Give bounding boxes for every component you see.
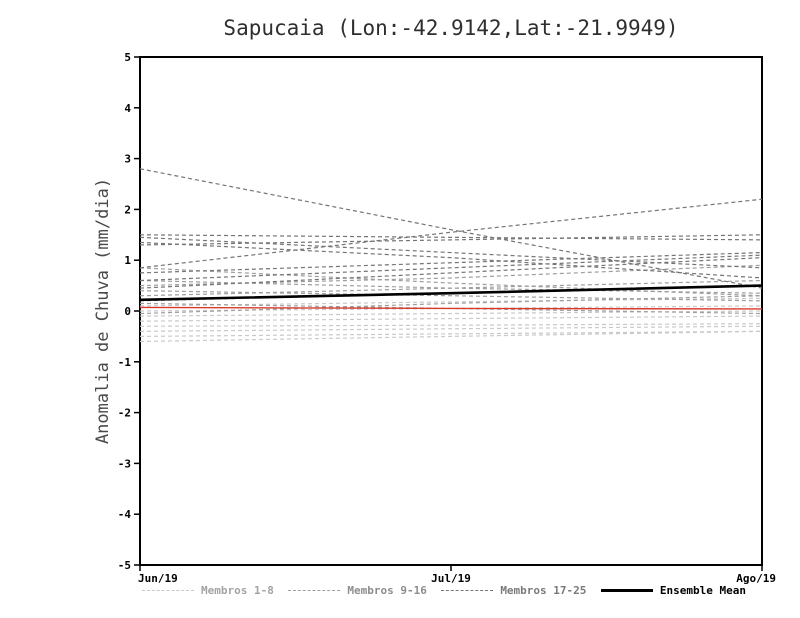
y-tick-label: -5 <box>118 559 131 572</box>
series-line-membro-3 <box>139 325 763 332</box>
legend-solid-line-sample <box>600 589 653 592</box>
legend-dashed-line-sample <box>142 590 194 591</box>
series-line-membro-11 <box>139 264 763 287</box>
series-line-membro-12 <box>139 290 763 302</box>
y-tick-label: -2 <box>118 407 131 420</box>
series-line-membro-1 <box>139 330 763 343</box>
y-tick-label: -3 <box>118 457 131 470</box>
legend-dashed-line-sample <box>288 590 341 591</box>
series-line-membro-22 <box>139 198 763 269</box>
y-tick-label: -1 <box>118 356 132 369</box>
legend: Membros 1-8 Membros 9-16 Membros 17-25 E… <box>142 584 746 597</box>
series-line-ensemble-mean <box>139 284 763 302</box>
x-tick-label: Jul/19 <box>431 572 471 585</box>
x-tick-label: Ago/19 <box>736 572 776 585</box>
series-line-membro-24 <box>139 254 763 282</box>
legend-item-membros-1-8: Membros 1-8 <box>142 584 274 597</box>
y-tick-label: 5 <box>124 51 131 64</box>
series-line-membro-16 <box>139 295 763 315</box>
y-tick-label: 0 <box>124 305 131 318</box>
y-tick-label: -4 <box>118 508 132 521</box>
series-line-membro-20 <box>139 241 763 279</box>
series-line-membro-13 <box>139 279 763 297</box>
series-line-membro-17 <box>139 168 763 289</box>
legend-dashed-line-sample <box>441 590 494 591</box>
legend-label: Membros 9-16 <box>347 584 427 597</box>
legend-label: Membros 17-25 <box>500 584 587 597</box>
series-line-red-line <box>139 306 763 310</box>
series-line-membro-4 <box>139 323 763 327</box>
legend-label: Ensemble Mean <box>659 584 746 597</box>
series-line-membro-21 <box>139 234 763 246</box>
chart-title: Sapucaia (Lon:-42.9142,Lat:-21.9949) <box>223 16 679 40</box>
y-tick-label: 3 <box>124 153 131 166</box>
legend-item-membros-9-16: Membros 9-16 <box>288 584 427 597</box>
series-line-membro-23 <box>139 251 763 274</box>
series-line-membro-2 <box>139 330 763 337</box>
y-tick-label: 2 <box>124 203 131 216</box>
legend-item-ensemble-mean: Ensemble Mean <box>600 584 746 597</box>
y-tick-label: 4 <box>124 102 131 115</box>
legend-label: Membros 1-8 <box>201 584 274 597</box>
series-line-membro-18 <box>139 234 763 241</box>
series-line-membro-25 <box>139 257 763 289</box>
series-line-membro-5 <box>139 315 763 322</box>
legend-item-membros-17-25: Membros 17-25 <box>441 584 586 597</box>
y-tick-label: 1 <box>124 254 131 267</box>
x-tick-label: Jun/19 <box>138 572 178 585</box>
